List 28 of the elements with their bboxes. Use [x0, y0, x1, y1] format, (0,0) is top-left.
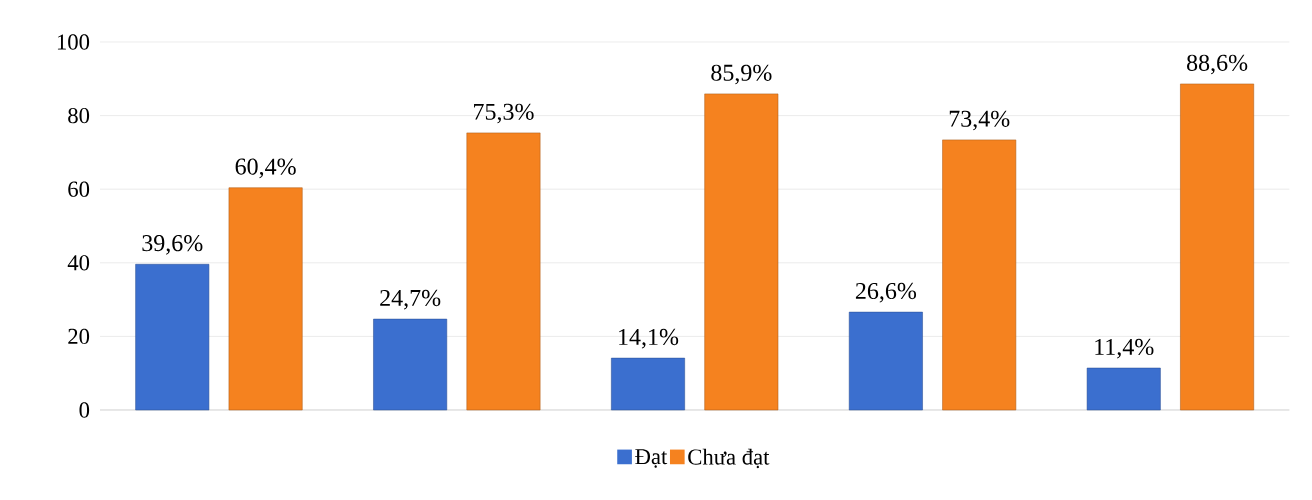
- y-tick-label: 20: [68, 328, 90, 345]
- y-tick-label: 40: [67, 255, 90, 271]
- y-tick-label: 60: [68, 181, 90, 197]
- data-label: 11,4%: [1095, 338, 1154, 359]
- y-tick-label: 0: [79, 402, 90, 418]
- y-tick-label: 80: [68, 107, 90, 124]
- bar: [704, 93, 779, 411]
- bar: [942, 139, 1017, 411]
- bar: [1086, 367, 1161, 411]
- bar: [1180, 83, 1255, 411]
- bar: [466, 132, 541, 411]
- y-tick-label: 100: [57, 34, 90, 50]
- bar: [228, 187, 303, 411]
- legend-label: Chưa đạt: [688, 448, 770, 469]
- data-label: 26,6%: [855, 282, 917, 303]
- bar: [373, 318, 448, 411]
- bar: [848, 311, 923, 411]
- data-label: 39,6%: [142, 235, 203, 255]
- data-label: 60,4%: [235, 158, 296, 179]
- data-label: 88,6%: [1187, 54, 1248, 75]
- data-label: 14,1%: [619, 328, 679, 349]
- data-label: 85,9%: [711, 64, 772, 85]
- data-label: 75,3%: [474, 103, 534, 124]
- legend-label: Đạt: [635, 449, 668, 468]
- data-label: 73,4%: [949, 110, 1010, 131]
- data-label: 24,7%: [380, 289, 441, 310]
- bar: [135, 264, 210, 411]
- bar: [611, 357, 685, 411]
